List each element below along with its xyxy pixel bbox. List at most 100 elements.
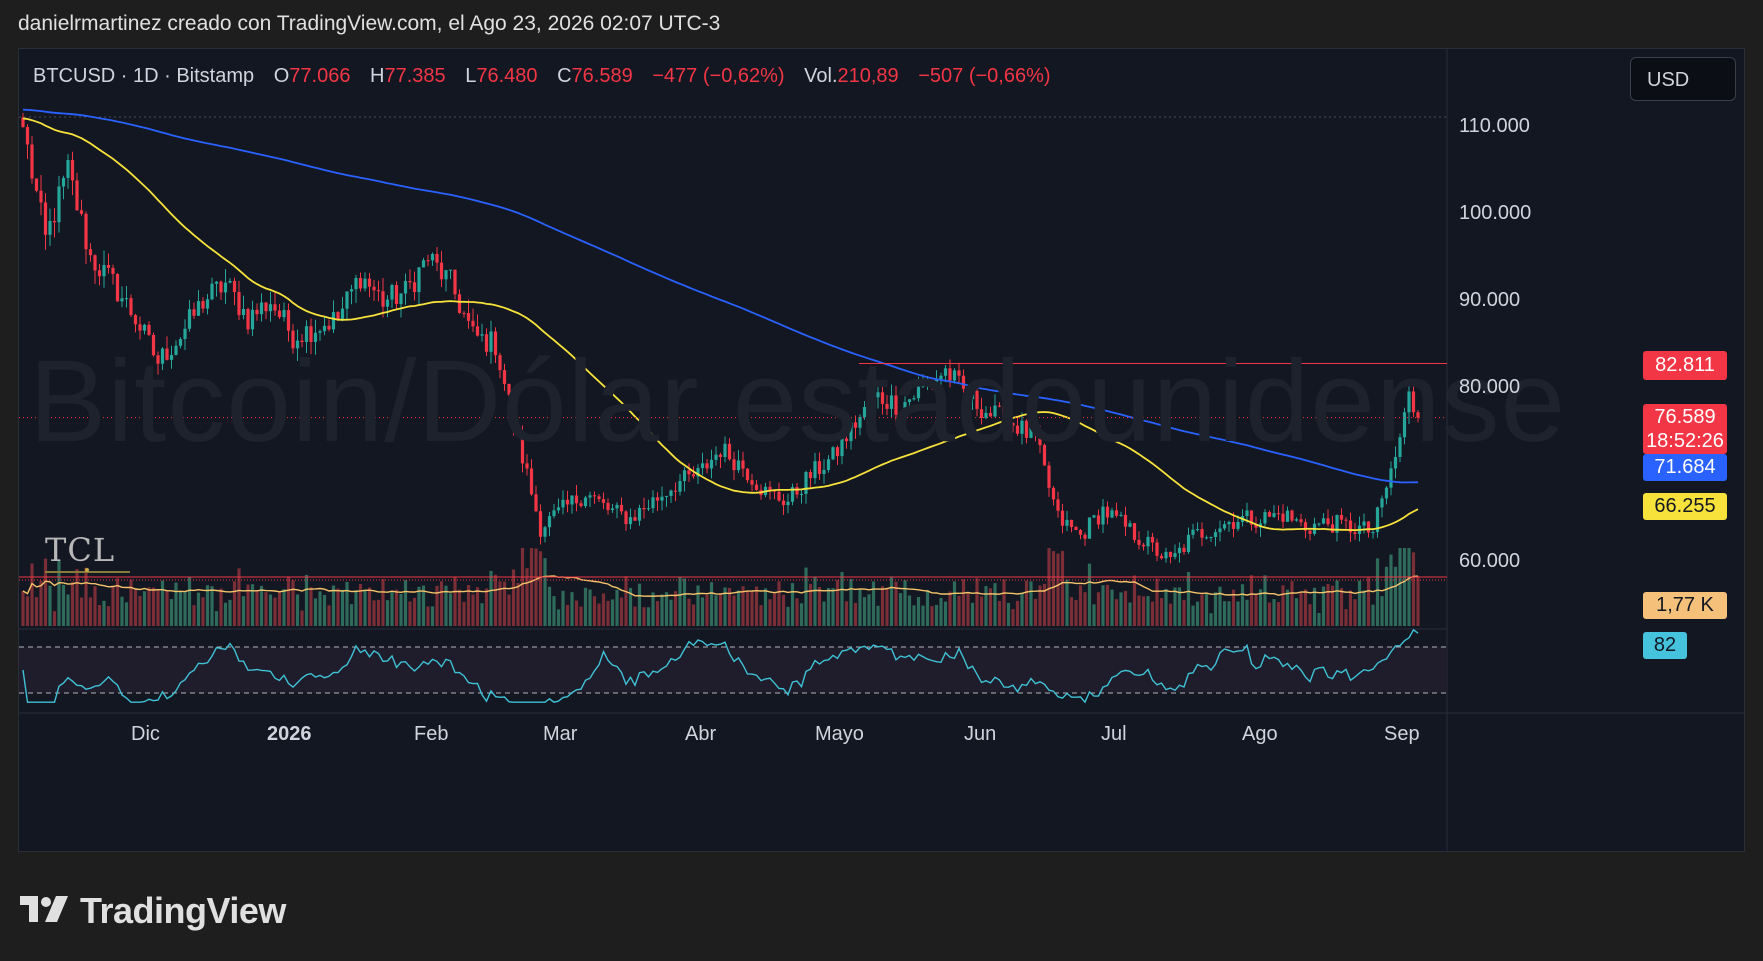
volume-bar [376, 599, 381, 626]
candle-body [993, 405, 997, 417]
candle-body [516, 425, 520, 433]
volume-bar [1078, 585, 1083, 626]
volume-bar [1299, 592, 1303, 626]
volume-bar [1263, 575, 1267, 626]
tradingview-footer[interactable]: TradingView [20, 890, 286, 932]
volume-bar [1348, 590, 1353, 626]
volume-bar [156, 589, 160, 626]
legend-open-label: O [273, 65, 290, 87]
tcl-logo-dot [85, 568, 89, 572]
volume-bar [1209, 613, 1213, 626]
currency-button[interactable]: USD [1630, 57, 1736, 101]
volume-bar [588, 589, 592, 626]
candle-body [606, 502, 610, 511]
candle-body [430, 253, 435, 261]
time-tick-label: Dic [131, 723, 160, 745]
volume-bar [610, 599, 615, 626]
volume-bar [885, 587, 889, 626]
candle-body [880, 392, 885, 404]
volume-bar [1371, 604, 1375, 626]
volume-bars [21, 548, 1420, 626]
candle-body [147, 324, 151, 335]
candle-body [277, 310, 282, 318]
volume-bar [687, 598, 691, 626]
volume-bar [651, 592, 655, 626]
volume-bar [259, 585, 264, 626]
candle-body [961, 375, 966, 389]
volume-bar [1294, 598, 1299, 626]
volume-bar [889, 576, 894, 626]
volume-bar [912, 605, 916, 626]
candle-body [129, 298, 133, 316]
candle-body [246, 309, 250, 330]
candle-body [223, 282, 228, 293]
volume-bar [1272, 599, 1276, 626]
candle-body [282, 310, 286, 318]
volume-bar [619, 597, 624, 626]
candle-body [1128, 523, 1132, 527]
rsi-band [19, 647, 1447, 693]
candle-body [921, 384, 925, 387]
volume-bar [421, 585, 426, 626]
candle-body [943, 368, 948, 376]
volume-bar [187, 576, 192, 626]
candle-body [61, 177, 66, 187]
candle-body [1146, 536, 1150, 547]
candle-body [1173, 553, 1177, 557]
candle-body [754, 484, 759, 490]
volume-bar [525, 568, 529, 626]
candle-body [1227, 522, 1231, 525]
volume-bar [1182, 599, 1186, 626]
candle-body [871, 397, 876, 407]
time-tick-label: Mayo [815, 723, 864, 745]
candle-body [462, 312, 466, 314]
candle-body [534, 494, 538, 512]
volume-bar [1060, 550, 1065, 626]
chart-frame[interactable]: Bitcoin/Dólar estadounidense BTCUSD · 1D… [18, 48, 1745, 852]
candle-body [241, 309, 246, 316]
volume-bar [430, 606, 435, 626]
candle-body [1186, 534, 1191, 553]
candle-body [1051, 487, 1056, 500]
candle-body [511, 394, 516, 426]
candle-body [1164, 551, 1168, 559]
candle-body [385, 299, 390, 307]
sma200-line [22, 108, 1418, 484]
legend-high: 77.385 [384, 65, 446, 87]
volume-bar [948, 591, 952, 626]
volume-bar [1213, 592, 1218, 626]
legend-close-label: C [557, 65, 572, 87]
candle-body [489, 331, 493, 352]
candle-body [426, 260, 430, 262]
symbol-watermark: Bitcoin/Dólar estadounidense [29, 336, 1566, 466]
candle-body [556, 507, 561, 511]
legend-symbol[interactable]: BTCUSD · 1D · Bitstamp [33, 65, 255, 87]
volume-bar [660, 594, 664, 626]
candle-body [781, 500, 786, 506]
volume-bar [516, 582, 520, 626]
candle-body [1362, 521, 1366, 526]
volume-bar [1353, 599, 1357, 626]
candle-body [399, 293, 403, 305]
candle-body [421, 260, 426, 268]
volume-bar [1029, 581, 1033, 626]
chart-canvas[interactable] [19, 49, 1744, 851]
volume-bar [966, 592, 970, 626]
volume-bar [561, 590, 565, 626]
candle-body [435, 253, 439, 263]
candle-body [664, 495, 669, 497]
volume-bar [480, 603, 484, 626]
candle-body [106, 264, 111, 268]
volume-bar [853, 602, 858, 626]
volume-bar [993, 583, 997, 626]
volume-bar [750, 591, 754, 626]
volume-bar [1006, 602, 1011, 626]
candle-body [1159, 555, 1164, 559]
candle-body [538, 511, 543, 537]
volume-bar [102, 600, 106, 626]
volume-bar [183, 592, 187, 626]
volume-bar [192, 605, 196, 626]
candle-body [376, 290, 381, 292]
moving-averages [22, 108, 1419, 532]
candle-body [795, 487, 799, 495]
